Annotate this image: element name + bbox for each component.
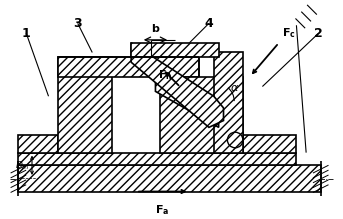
Text: 1: 1 xyxy=(22,26,31,40)
Polygon shape xyxy=(243,135,296,153)
Polygon shape xyxy=(160,77,243,153)
Text: 3: 3 xyxy=(73,17,82,30)
Polygon shape xyxy=(19,135,58,153)
Text: $\alpha$: $\alpha$ xyxy=(230,83,239,93)
Polygon shape xyxy=(131,43,224,127)
Text: 2: 2 xyxy=(315,26,323,40)
Polygon shape xyxy=(19,153,296,165)
Text: 4: 4 xyxy=(204,17,213,30)
Polygon shape xyxy=(155,77,218,127)
Polygon shape xyxy=(58,57,199,77)
Text: $\mathbf{F_c}$: $\mathbf{F_c}$ xyxy=(282,26,296,40)
Polygon shape xyxy=(58,57,112,153)
Text: $\mathbf{F_n}$: $\mathbf{F_n}$ xyxy=(158,69,173,82)
Text: $D_m$: $D_m$ xyxy=(15,159,30,171)
Polygon shape xyxy=(19,165,321,193)
Polygon shape xyxy=(131,43,218,57)
Text: $\mathbf{F_a}$: $\mathbf{F_a}$ xyxy=(155,203,169,217)
Polygon shape xyxy=(214,53,243,153)
Text: b: b xyxy=(152,24,159,34)
